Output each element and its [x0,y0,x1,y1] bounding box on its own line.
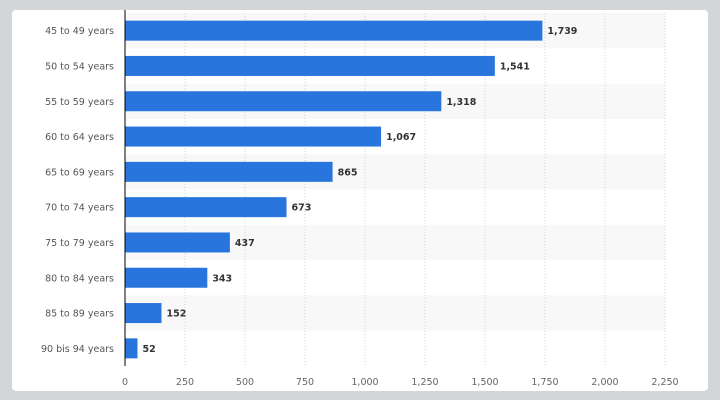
category-label: 75 to 79 years [45,238,114,249]
bar [125,232,230,253]
bar [125,197,287,218]
x-tick-label: 500 [236,377,254,388]
data-label: 437 [235,238,255,249]
category-label: 70 to 74 years [45,203,114,214]
data-label: 865 [338,167,358,178]
data-label: 343 [212,273,232,284]
x-tick-label: 1,750 [531,377,558,388]
x-tick-label: 750 [296,377,314,388]
x-tick-label: 2,250 [651,377,678,388]
x-tick-label: 1,000 [351,377,378,388]
category-label: 65 to 69 years [45,167,114,178]
category-label: 50 to 54 years [45,61,114,72]
bar [125,338,138,359]
x-tick-label: 0 [122,377,128,388]
category-label: 45 to 49 years [45,26,114,37]
bar [125,161,333,182]
bar [125,303,162,324]
data-label: 52 [142,344,155,355]
category-label: 80 to 84 years [45,273,114,284]
data-label: 1,739 [547,26,577,37]
x-tick-label: 1,250 [411,377,438,388]
data-label: 1,067 [386,132,416,143]
x-tick-label: 250 [176,377,194,388]
bar [125,267,208,288]
row-stripe [125,295,665,331]
bar [125,20,543,41]
bar [125,126,382,147]
category-label: 60 to 64 years [45,132,114,143]
category-label: 90 bis 94 years [41,344,114,355]
data-label: 152 [166,309,186,320]
data-label: 1,318 [446,97,476,108]
data-label: 1,541 [500,61,530,72]
data-label: 673 [292,203,312,214]
category-label: 85 to 89 years [45,309,114,320]
x-tick-label: 1,500 [471,377,498,388]
bar [125,55,495,76]
category-label: 55 to 59 years [45,97,114,108]
bar [125,91,442,112]
x-tick-label: 2,000 [591,377,618,388]
